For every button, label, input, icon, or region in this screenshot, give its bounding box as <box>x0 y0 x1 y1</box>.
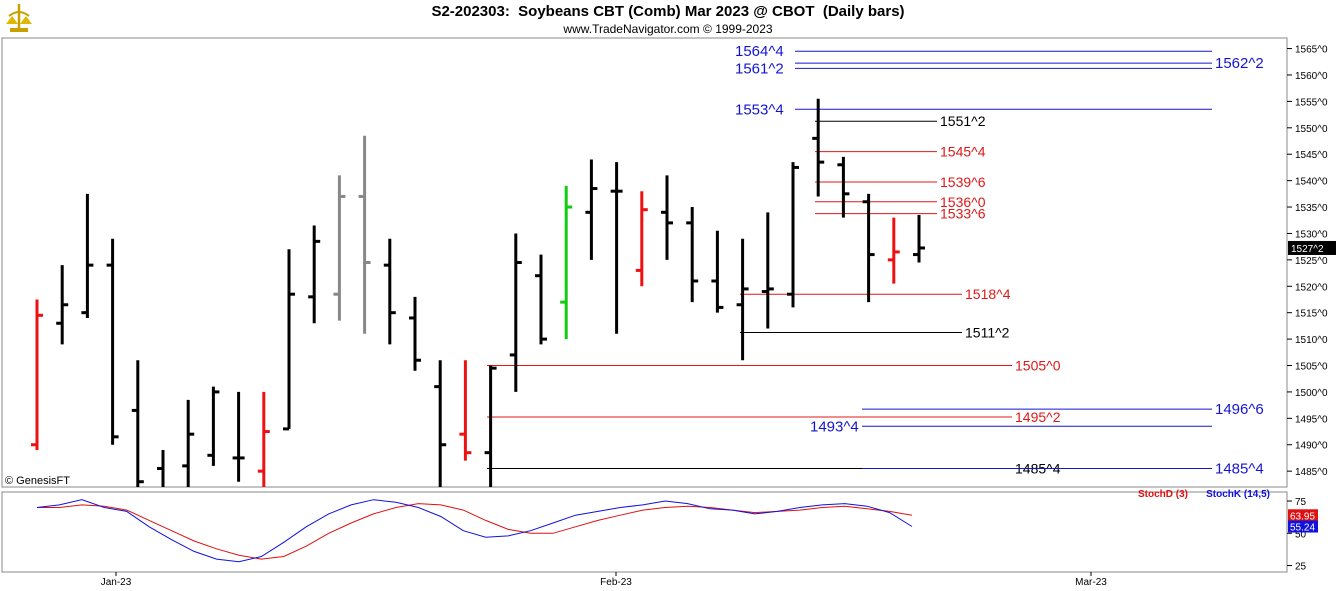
price-tick-label: 1545^0 <box>1295 150 1328 161</box>
price-tick-label: 1555^0 <box>1295 97 1328 108</box>
price-axis: 1565^0 1560^0 1555^0 1550^0 1545^0 1540^0 1535… <box>1287 45 1336 478</box>
stoch-tick-label: 75 <box>1295 497 1307 508</box>
level-label: 1518^4 <box>965 286 1011 302</box>
level-label: 1561^2 <box>735 60 784 77</box>
price-tick-label: 1550^0 <box>1295 124 1328 135</box>
stoch-last-label: 63.95 <box>1290 511 1315 522</box>
price-tick-label: 1500^0 <box>1295 388 1328 399</box>
stoch-tick-label: 50 <box>1295 529 1307 540</box>
time-tick-label: Feb-23 <box>600 577 632 588</box>
chart-title: S2-202303: Soybeans CBT (Comb) Mar 2023 … <box>431 3 905 20</box>
copyright-label: © GenesisFT <box>5 475 70 487</box>
stoch-tick-label: 25 <box>1295 562 1307 573</box>
level-label: 1564^4 <box>735 43 784 60</box>
price-tick-label: 1535^0 <box>1295 203 1328 214</box>
level-label: 1495^2 <box>1015 409 1061 425</box>
time-axis: Jan-23 Feb-23 Mar-23 <box>101 572 1107 588</box>
stoch-series-line <box>37 503 913 560</box>
stoch-panel-border <box>1 491 1288 573</box>
level-label: 1533^6 <box>940 206 986 222</box>
level-label: 1496^6 <box>1215 401 1264 418</box>
stoch-last-box <box>1288 509 1318 522</box>
price-tick-label: 1495^0 <box>1295 414 1328 425</box>
level-label: 1551^2 <box>940 113 986 129</box>
last-price-label: 1527^2 <box>1291 244 1324 255</box>
chart-subtitle: www.TradeNavigator.com © 1999-2023 <box>563 22 773 36</box>
price-tick-label: 1560^0 <box>1295 71 1328 82</box>
stoch-last-box <box>1288 520 1318 533</box>
price-tick-label: 1485^0 <box>1295 467 1328 478</box>
price-tick-label: 1540^0 <box>1295 177 1328 188</box>
chart-frame <box>1 37 1288 573</box>
level-label: 1485^4 <box>1215 461 1264 478</box>
level-label: 1562^2 <box>1215 55 1264 72</box>
level-label: 1511^2 <box>965 324 1010 340</box>
level-label: 1545^4 <box>940 144 986 160</box>
level-label: 1536^0 <box>940 194 986 210</box>
price-tick-label: 1510^0 <box>1295 335 1328 346</box>
price-tick-label: 1505^0 <box>1295 362 1328 373</box>
price-panel-border <box>1 37 1288 488</box>
level-label: 1553^4 <box>735 101 784 118</box>
tradenavigator-logo-icon <box>6 4 32 32</box>
price-tick-label: 1520^0 <box>1295 282 1328 293</box>
price-tick-label: 1525^0 <box>1295 256 1328 267</box>
price-bars <box>31 98 925 487</box>
level-label: 1493^4 <box>810 418 859 435</box>
price-tick-label: 1515^0 <box>1295 309 1328 320</box>
stoch-last-label: 55.24 <box>1290 523 1315 534</box>
level-label: 1505^0 <box>1015 358 1061 374</box>
price-tick-label: 1530^0 <box>1295 229 1328 240</box>
level-label: 1539^6 <box>940 174 986 190</box>
price-tick-label: 1565^0 <box>1295 45 1328 56</box>
time-tick-label: Mar-23 <box>1075 577 1107 588</box>
time-tick-label: Jan-23 <box>101 577 132 588</box>
last-price-box <box>1288 240 1336 255</box>
stoch-series-line <box>36 499 913 563</box>
stoch-k-title: StochK (14,5) <box>1206 489 1270 500</box>
stoch-d-title: StochD (3) <box>1138 489 1188 500</box>
price-tick-label: 1490^0 <box>1295 441 1328 452</box>
